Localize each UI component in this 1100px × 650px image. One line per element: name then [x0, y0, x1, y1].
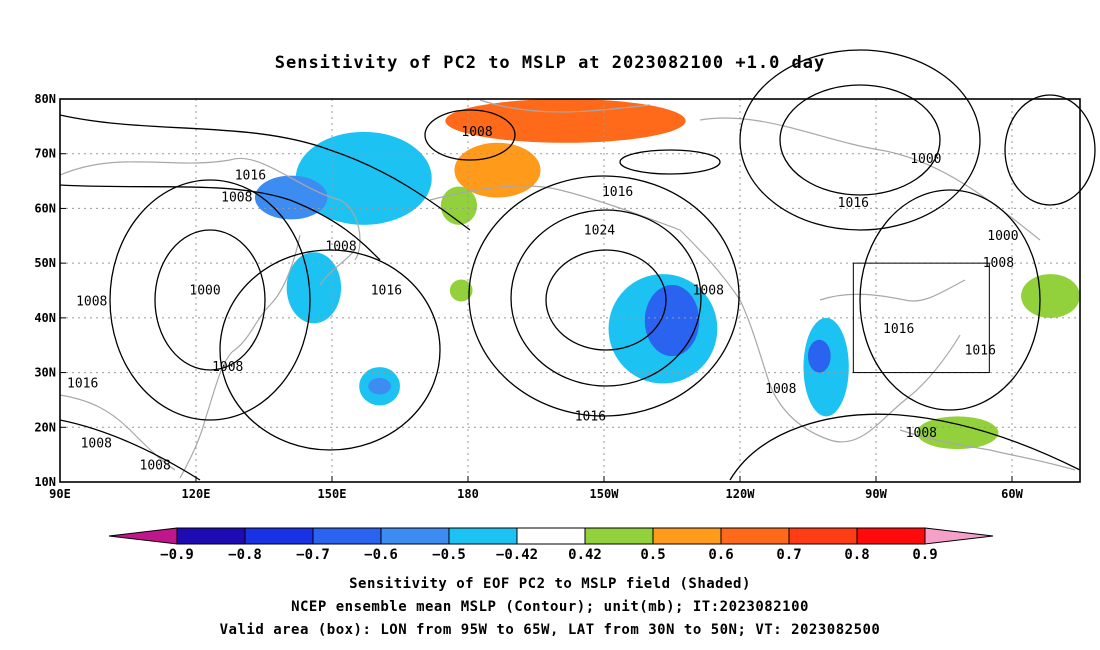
y-tick-label-1: 70N: [34, 147, 56, 161]
colorbar-label-10: 0.8: [844, 547, 869, 563]
contour-label-18: 1008: [765, 382, 796, 397]
footer-line-3: Valid area (box): LON from 95W to 65W, L…: [220, 622, 881, 638]
colorbar-swatch-3: [380, 527, 450, 545]
y-tick-label-7: 10N: [34, 475, 56, 489]
contour-label-22: 1008: [140, 459, 171, 474]
contour-label-17: 1016: [67, 377, 98, 392]
contour-label-2: 1016: [235, 169, 266, 184]
contour-label-3: 1016: [602, 185, 633, 200]
colorbar-swatch-1: [244, 527, 314, 545]
contour-label-20: 1008: [906, 426, 937, 441]
contour-label-8: 1008: [325, 240, 356, 255]
shaded-region-14: [1021, 274, 1080, 318]
mslp-contour-layer: [59, 49, 1096, 481]
colorbar: −0.9 −0.8 −0.7 −0.6 −0.5 −0.42 0.42 0.5 0.6 0.7 0.…: [108, 527, 994, 563]
x-axis-ticks: 90E 120E 150E 180 150W 120W 90W 60W: [49, 476, 1024, 501]
contour-label-5: 1008: [221, 190, 252, 205]
y-tick-label-3: 50N: [34, 256, 56, 270]
y-tick-label-0: 80N: [34, 92, 56, 106]
footer-line-2: NCEP ensemble mean MSLP (Contour); unit(…: [291, 599, 809, 615]
colorbar-label-11: 0.9: [912, 547, 937, 563]
x-tick-label-4: 150W: [590, 487, 620, 501]
x-tick-label-7: 60W: [1001, 487, 1023, 501]
contour-label-15: 1016: [965, 344, 996, 359]
contour-label-10: 1016: [371, 284, 402, 299]
chart-title: Sensitivity of PC2 to MSLP at 2023082100…: [275, 53, 826, 73]
map-frame: [59, 98, 1081, 483]
colorbar-label-3: −0.6: [364, 547, 398, 563]
y-axis-ticks: 80N 70N 60N 50N 40N 30N 20N 10N: [34, 92, 66, 489]
colorbar-label-5: −0.42: [496, 547, 538, 563]
shaded-region-3: [449, 279, 473, 302]
shaded-region-2: [440, 186, 478, 225]
colorbar-swatch-7: [652, 527, 722, 545]
contour-label-6: 1024: [584, 223, 615, 238]
colorbar-swatch-6: [584, 527, 654, 545]
contour-label-21: 1008: [81, 437, 112, 452]
shaded-region-8: [368, 378, 391, 395]
y-tick-label-4: 40N: [34, 311, 56, 325]
footer-line-1: Sensitivity of EOF PC2 to MSLP field (Sh…: [349, 576, 751, 592]
x-tick-label-2: 150E: [318, 487, 347, 501]
colorbar-swatch-4: [448, 527, 518, 545]
contour-label-4: 1016: [838, 196, 869, 211]
colorbar-swatch-9: [788, 527, 858, 545]
x-tick-label-5: 120W: [726, 487, 756, 501]
colorbar-label-0: −0.9: [160, 547, 194, 563]
contour-label-12: 1000: [189, 284, 220, 299]
shaded-region-1: [454, 142, 541, 198]
colorbar-label-7: 0.5: [640, 547, 665, 563]
shaded-region-12: [808, 339, 831, 373]
sensitivity-shading-layer: [254, 99, 1080, 450]
contour-label-11: 1008: [76, 294, 107, 309]
contour-label-1: 1000: [910, 152, 941, 167]
contour-label-14: 1016: [883, 322, 914, 337]
y-tick-label-5: 30N: [34, 366, 56, 380]
colorbar-label-9: 0.7: [776, 547, 801, 563]
contour-label-9: 1008: [983, 256, 1014, 271]
shaded-region-13: [916, 416, 999, 450]
shaded-region-4: [295, 131, 432, 225]
colorbar-swatch-5: [516, 527, 586, 545]
y-tick-label-6: 20N: [34, 420, 56, 434]
colorbar-low-triangle: [108, 527, 178, 545]
colorbar-label-6: 0.42: [568, 547, 602, 563]
x-tick-label-0: 90E: [49, 487, 71, 501]
contour-label-19: 1016: [575, 409, 606, 424]
contour-label-16: 1008: [212, 360, 243, 375]
colorbar-label-4: −0.5: [432, 547, 466, 563]
shaded-region-0: [445, 99, 686, 143]
colorbar-swatch-8: [720, 527, 790, 545]
contour-label-0: 1008: [461, 125, 492, 140]
contour-label-7: 1000: [987, 229, 1018, 244]
valid-area-box: [852, 262, 990, 374]
contour-labels: 1008 1000 1016 1016 1016 1008 1024 1000 1008 1008…: [67, 125, 1019, 474]
colorbar-label-2: −0.7: [296, 547, 330, 563]
colorbar-high-triangle: [924, 527, 994, 545]
shaded-region-6: [286, 252, 342, 324]
colorbar-label-1: −0.8: [228, 547, 262, 563]
map-panel: 1008 1000 1016 1016 1016 1008 1024 1000 1008 1008…: [34, 49, 1096, 501]
colorbar-label-8: 0.6: [708, 547, 733, 563]
contour-label-13: 1008: [693, 284, 724, 299]
x-tick-label-6: 90W: [865, 487, 887, 501]
shaded-region-10: [644, 285, 700, 357]
colorbar-swatch-10: [856, 527, 926, 545]
x-tick-label-3: 180: [457, 487, 479, 501]
colorbar-swatch-2: [312, 527, 382, 545]
lat-lon-grid: [60, 99, 1080, 482]
y-tick-label-2: 60N: [34, 201, 56, 215]
colorbar-swatch-0: [176, 527, 246, 545]
x-tick-label-1: 120E: [182, 487, 211, 501]
